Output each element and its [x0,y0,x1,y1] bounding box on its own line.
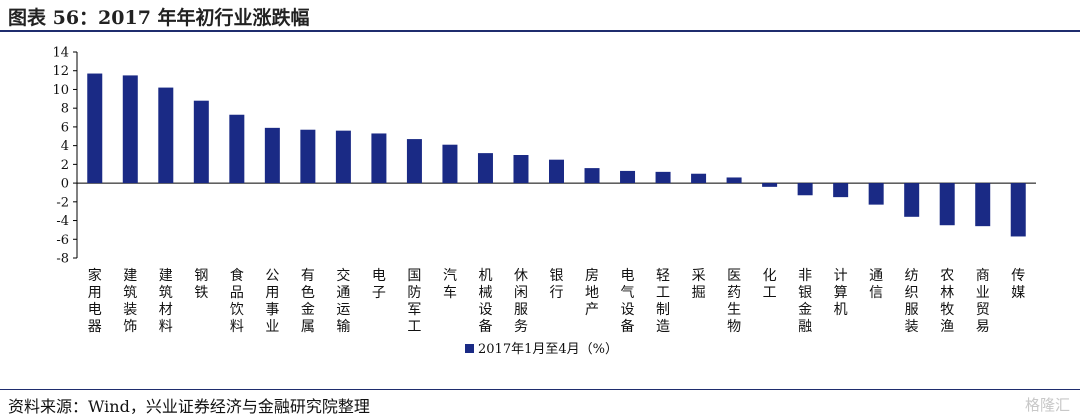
y-tick-label: 2 [61,158,69,173]
bar [442,144,458,184]
y-tick-label: -4 [56,214,69,229]
y-tick-label: 8 [61,102,69,117]
x-category-label: 采掘 [692,268,706,301]
bar [229,114,245,184]
bar [691,173,707,184]
x-category-label: 机械设备 [478,268,492,335]
bar [584,168,600,184]
bar [939,183,955,226]
bar [87,73,103,184]
x-category-label: 医药生物 [727,268,741,335]
bar [122,75,138,184]
bar [513,155,529,184]
x-category-label: 轻工制造 [656,268,670,335]
bar [335,130,351,184]
legend: 2017年1月至4月（%） [465,342,618,357]
x-category-label: 商业贸易 [976,268,990,335]
bar [300,129,316,184]
y-tick-label: 14 [52,46,69,61]
bar [620,170,636,184]
bar [1010,183,1026,237]
x-category-label: 纺织服装 [905,268,919,335]
y-tick-label: 10 [52,83,69,98]
x-category-label: 非银金融 [798,268,812,335]
bar [193,100,209,184]
bar [371,133,387,184]
x-category-label: 传媒 [1011,268,1025,301]
category-labels: 家用电器 建筑装饰 建筑材料 钢铁 食品饮料 公用事业 有色金属 交通运输 电子 国防军工 汽车机械… [88,267,1025,335]
source-rule [0,389,1080,390]
x-category-label: 电子 [372,268,386,301]
bar [868,183,884,205]
title-rule [0,30,1080,32]
y-tick-label: -8 [56,252,69,267]
x-category-label: 通信 [869,268,883,301]
bar [406,139,422,184]
bar-chart: -8 -6 -4 -2 0 2 4 6 8 10 12 14 家用电器 建筑装饰 建筑材料 钢铁 食品饮料 公用… [52,46,1036,357]
x-category-label: 有色金属 [301,268,315,335]
bar [549,159,564,184]
x-category-label: 化工 [763,268,777,301]
x-category-label: 钢铁 [194,268,208,301]
legend-swatch [465,344,474,353]
y-tick-label: 12 [52,64,69,79]
y-tick-label: 4 [61,139,69,154]
x-category-label: 农林牧渔 [940,268,954,335]
x-category-label: 休闲服务 [514,268,528,335]
watermark: 格隆汇 [1024,396,1070,414]
bar [655,171,671,184]
x-category-label: 国防军工 [407,268,421,335]
bars [87,73,1026,237]
legend-label: 2017年1月至4月（%） [478,342,618,357]
bar [833,183,849,198]
bar [762,183,778,187]
x-category-label: 汽车 [443,268,457,301]
x-category-label: 电气设备 [621,268,635,335]
bar [158,87,174,184]
bar [264,127,280,184]
x-category-label: 食品饮料 [230,267,244,335]
bar [904,183,920,217]
x-category-label: 公用事业 [265,268,279,335]
x-category-label: 建筑装饰 [123,268,137,335]
x-category-label: 建筑材料 [159,268,173,335]
x-category-label: 计算机 [834,268,848,318]
chart-title: 图表 56：2017 年年初行业涨跌幅 [8,7,310,29]
y-tick-label: 0 [61,177,69,192]
x-category-label: 交通运输 [336,267,350,335]
x-category-label: 房地产 [585,268,599,318]
x-category-label: 家用电器 [88,267,102,335]
y-tick-label: 6 [61,120,69,135]
bar [797,183,813,196]
bar [477,153,493,184]
x-category-label: 银行 [550,268,564,301]
y-tick-label: -6 [56,233,69,248]
y-tick-label: -2 [56,195,69,210]
bar [726,177,742,184]
source-note: 资料来源：Wind，兴业证券经济与金融研究院整理 [8,397,370,416]
bar [975,183,991,227]
